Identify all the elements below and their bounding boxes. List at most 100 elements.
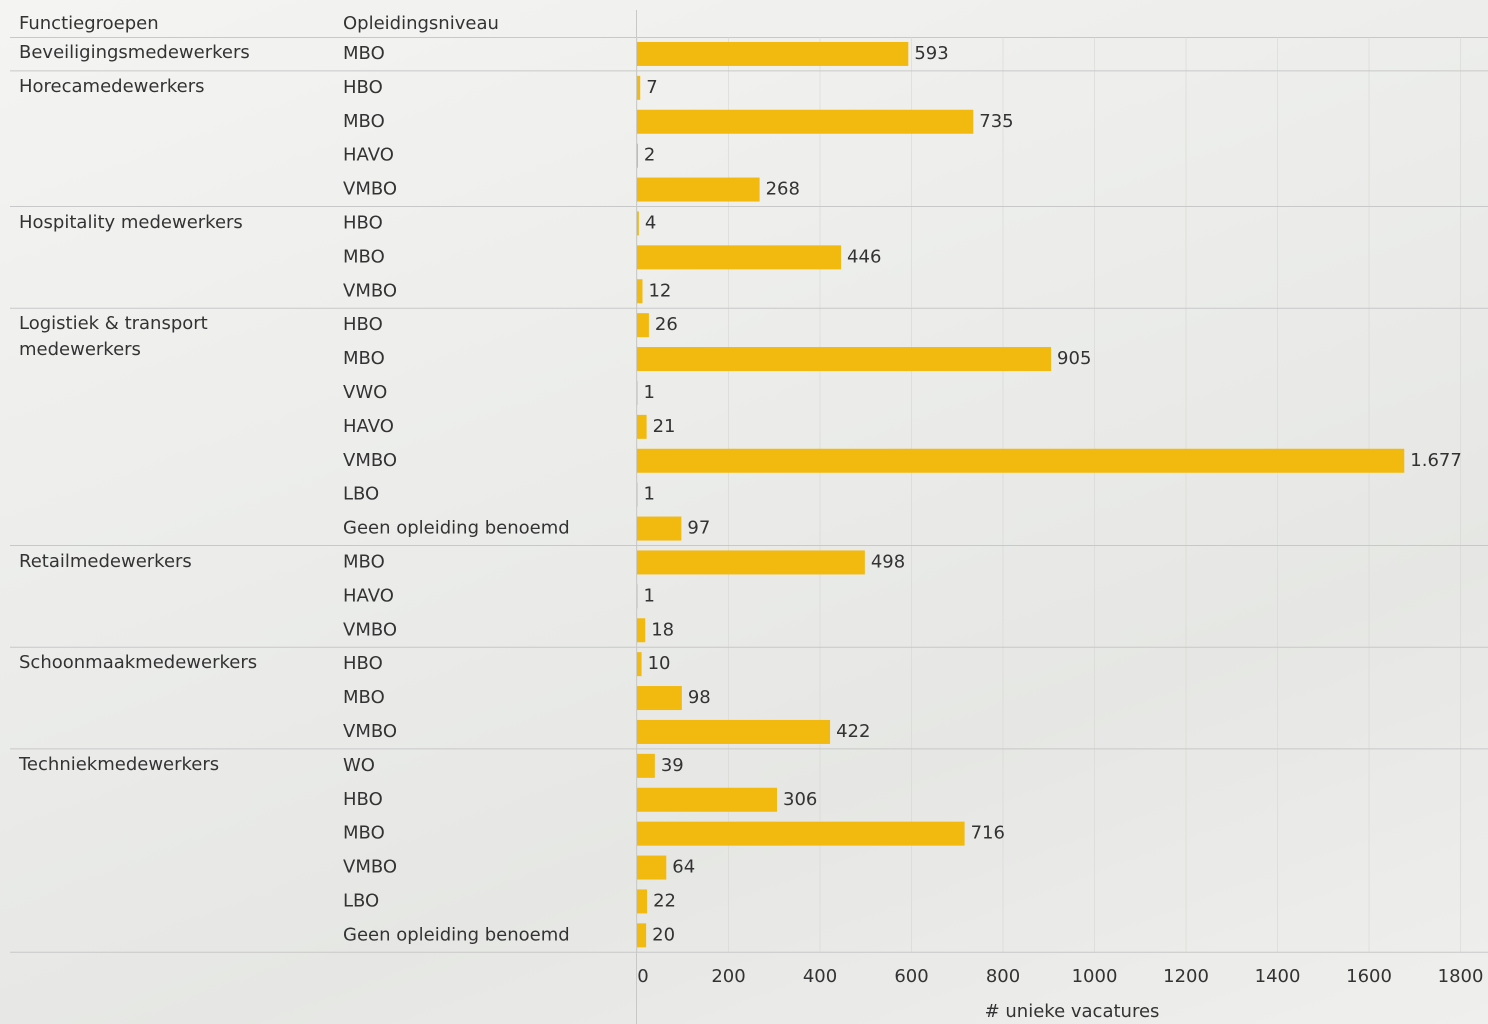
x-axis-title: # unieke vacatures — [985, 1001, 1160, 1022]
level-label: VMBO — [343, 857, 397, 878]
x-tick-label: 400 — [803, 966, 837, 987]
bar — [637, 75, 641, 100]
value-label: 39 — [661, 755, 684, 776]
value-label: 1.677 — [1410, 450, 1462, 471]
level-label: Geen opleiding benoemd — [343, 924, 570, 945]
level-label: HBO — [343, 653, 383, 674]
value-label: 422 — [836, 721, 870, 742]
group-name: Techniekmedewerkers — [19, 753, 220, 775]
value-label: 1 — [643, 484, 654, 505]
level-label: HAVO — [343, 416, 394, 437]
bar — [637, 177, 760, 202]
group-name: Schoonmaakmedewerkers — [19, 652, 258, 674]
x-tick-label: 200 — [711, 966, 745, 987]
bar — [637, 414, 647, 439]
value-label: 1 — [643, 382, 654, 403]
value-label: 22 — [653, 890, 676, 911]
level-label: MBO — [343, 687, 385, 708]
level-label: LBO — [343, 890, 379, 911]
level-label: MBO — [343, 246, 385, 267]
bar — [637, 889, 648, 914]
level-label: VMBO — [343, 721, 397, 742]
value-label: 498 — [871, 551, 905, 572]
value-label: 1 — [643, 585, 654, 606]
value-label: 306 — [783, 789, 817, 810]
x-tick-label: 0 — [637, 966, 648, 987]
level-label: VMBO — [343, 450, 397, 471]
value-label: 12 — [648, 280, 671, 301]
level-label: VMBO — [343, 280, 397, 301]
group-name: Horecamedewerkers — [19, 75, 205, 97]
bar — [637, 618, 646, 643]
value-label: 268 — [766, 179, 800, 200]
level-label: MBO — [343, 43, 385, 64]
bar — [637, 550, 865, 575]
level-label: VMBO — [343, 619, 397, 640]
x-tick-label: 600 — [894, 966, 928, 987]
bar — [637, 787, 778, 812]
x-tick-label: 1800 — [1438, 966, 1484, 987]
bar — [637, 753, 655, 778]
bar — [637, 719, 831, 744]
x-tick-label: 1400 — [1255, 966, 1301, 987]
value-label: 593 — [914, 43, 948, 64]
value-label: 18 — [651, 619, 674, 640]
value-label: 2 — [644, 145, 655, 166]
level-label: MBO — [343, 111, 385, 132]
level-label: WO — [343, 755, 375, 776]
x-tick-label: 1000 — [1072, 966, 1118, 987]
level-label: HBO — [343, 212, 383, 233]
x-tick-label: 800 — [986, 966, 1020, 987]
bar — [637, 516, 682, 541]
bar — [637, 448, 1405, 473]
value-label: 446 — [847, 246, 881, 267]
level-label: MBO — [343, 823, 385, 844]
bar — [637, 211, 639, 236]
value-label: 64 — [672, 857, 695, 878]
x-tick-label: 1200 — [1163, 966, 1209, 987]
level-label: HAVO — [343, 585, 394, 606]
value-label: 21 — [653, 416, 676, 437]
bar — [637, 923, 647, 948]
bar — [637, 143, 638, 168]
bar — [637, 245, 842, 270]
level-label: HBO — [343, 314, 383, 335]
group-name: Beveiligingsmedewerkers — [19, 42, 250, 63]
bar — [637, 313, 649, 338]
bar — [637, 686, 682, 711]
group-name: Hospitality medewerkers — [19, 211, 243, 233]
value-label: 10 — [648, 653, 671, 674]
value-label: 4 — [645, 212, 656, 233]
x-tick-label: 1600 — [1346, 966, 1392, 987]
value-label: 905 — [1057, 348, 1091, 369]
bar — [637, 41, 909, 66]
value-label: 7 — [646, 77, 657, 98]
level-label: Geen opleiding benoemd — [343, 518, 570, 539]
level-label: MBO — [343, 551, 385, 572]
bar — [637, 347, 1052, 372]
value-label: 735 — [979, 111, 1013, 132]
value-label: 716 — [971, 823, 1005, 844]
level-label: HBO — [343, 77, 383, 98]
level-label: VMBO — [343, 179, 397, 200]
level-label: HBO — [343, 789, 383, 810]
group-name: Logistiek & transport medewerkers — [19, 313, 208, 361]
level-label: LBO — [343, 484, 379, 505]
bar — [637, 821, 965, 846]
column-header: Functiegroepen — [19, 13, 159, 34]
value-label: 97 — [687, 518, 710, 539]
bar — [637, 855, 667, 880]
group-name: Retailmedewerkers — [19, 550, 192, 572]
value-label: 98 — [688, 687, 711, 708]
level-label: VWO — [343, 382, 387, 403]
level-label: HAVO — [343, 145, 394, 166]
column-header: Opleidingsniveau — [343, 13, 499, 34]
bar — [637, 652, 642, 677]
level-label: MBO — [343, 348, 385, 369]
value-label: 26 — [655, 314, 678, 335]
bar — [637, 109, 974, 134]
value-label: 20 — [652, 924, 675, 945]
bar — [637, 279, 643, 304]
